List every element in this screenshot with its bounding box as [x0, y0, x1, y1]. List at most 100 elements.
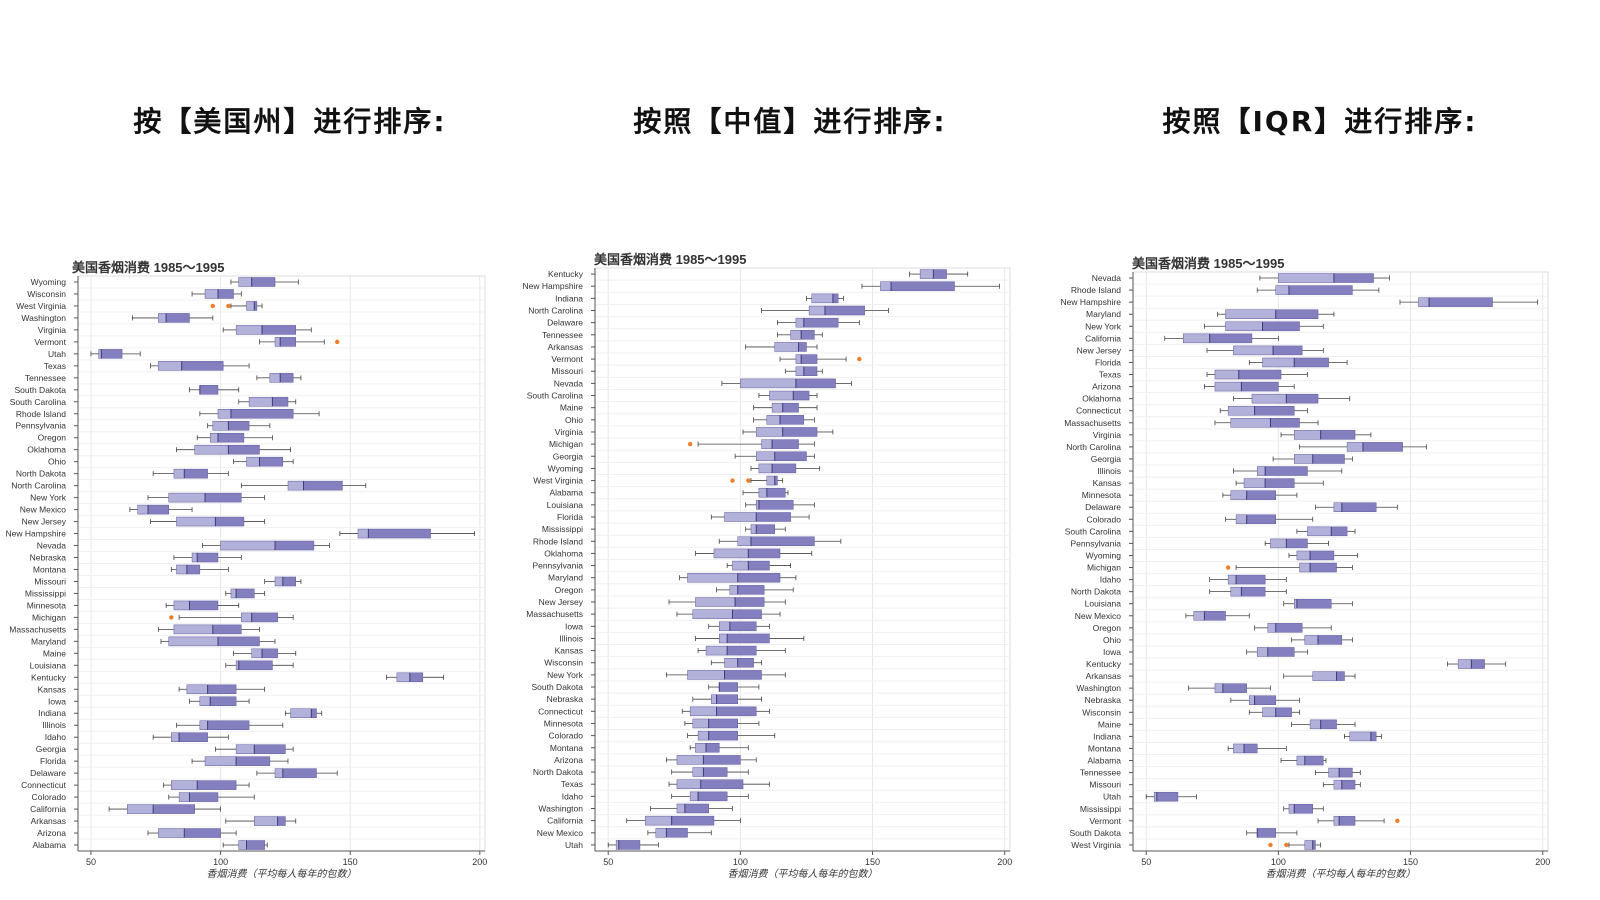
- box-lower-half: [1278, 273, 1335, 283]
- x-tick-label: 100: [1271, 857, 1286, 867]
- y-tick-label: West Virginia: [16, 301, 66, 311]
- box-upper-half: [1272, 345, 1303, 356]
- y-tick-label: Arizona: [37, 828, 66, 838]
- y-tick-label: Alabama: [1087, 756, 1121, 766]
- y-tick-label: Tennessee: [542, 330, 583, 340]
- y-tick-label: Wyoming: [31, 277, 67, 287]
- box-lower-half: [1333, 816, 1340, 826]
- box-lower-half: [1288, 804, 1295, 814]
- y-tick-label: Iowa: [1103, 647, 1121, 657]
- box-upper-half: [1309, 562, 1337, 573]
- box-lower-half: [1304, 635, 1319, 645]
- y-tick-label: New Hampshire: [1061, 297, 1122, 307]
- y-tick-label: Wyoming: [1086, 550, 1122, 560]
- y-tick-label: Wisconsin: [27, 289, 66, 299]
- y-tick-label: New Jersey: [1077, 345, 1122, 355]
- x-tick-label: 100: [213, 857, 228, 867]
- y-tick-label: Montana: [550, 743, 583, 753]
- y-tick-label: Wisconsin: [1082, 707, 1121, 717]
- box-upper-half: [1293, 804, 1313, 814]
- box-upper-half: [1262, 321, 1300, 332]
- box-lower-half: [1182, 333, 1210, 344]
- box-upper-half: [1275, 623, 1303, 633]
- box-upper-half: [1243, 743, 1258, 754]
- y-tick-label: Oklahoma: [544, 548, 583, 558]
- y-tick-label: Georgia: [553, 451, 584, 461]
- box-lower-half: [1418, 297, 1430, 307]
- y-tick-label: Pennsylvania: [532, 561, 583, 571]
- y-tick-label: Ohio: [1103, 635, 1121, 645]
- y-tick-label: California: [1085, 333, 1121, 343]
- y-tick-label: Ohio: [48, 457, 66, 467]
- box-lower-half: [1233, 743, 1245, 754]
- outlier-point: [1395, 818, 1400, 824]
- box-upper-half: [1309, 550, 1335, 561]
- y-tick-label: Idaho: [45, 732, 67, 742]
- box-upper-half: [1471, 659, 1485, 669]
- y-tick-label: Georgia: [36, 744, 67, 754]
- y-tick-label: North Carolina: [11, 481, 66, 491]
- outlier-point: [746, 478, 751, 483]
- y-tick-label: Rhode Island: [1071, 285, 1121, 295]
- y-tick-label: Michigan: [549, 439, 583, 449]
- box-upper-half: [1330, 526, 1348, 537]
- y-tick-label: Minnesota: [1082, 490, 1121, 500]
- y-tick-label: New York: [30, 493, 67, 503]
- y-tick-label: Texas: [44, 361, 66, 371]
- y-tick-label: Mississippi: [1080, 804, 1121, 814]
- y-tick-label: Washington: [21, 313, 66, 323]
- y-tick-label: Nebraska: [1085, 695, 1122, 705]
- y-tick-label: Connecticut: [21, 780, 67, 790]
- outlier-point: [730, 478, 735, 483]
- box-lower-half: [1225, 321, 1263, 332]
- y-tick-label: Michigan: [32, 612, 66, 622]
- box-upper-half: [1288, 285, 1353, 295]
- y-tick-label: North Dakota: [1071, 587, 1121, 597]
- y-tick-label: California: [30, 804, 66, 814]
- y-tick-label: West Virginia: [533, 476, 583, 486]
- x-tick-label: 50: [86, 857, 96, 867]
- y-tick-label: Nevada: [554, 378, 584, 388]
- y-tick-label: Mississippi: [25, 588, 66, 598]
- box-upper-half: [1246, 514, 1276, 525]
- x-tick-label: 150: [1403, 857, 1418, 867]
- box-lower-half: [1214, 683, 1224, 693]
- y-tick-label: South Carolina: [10, 397, 67, 407]
- y-tick-label: Texas: [1099, 370, 1121, 380]
- box-upper-half: [1209, 333, 1253, 344]
- y-tick-label: Oklahoma: [1082, 394, 1121, 404]
- y-tick-label: Virginia: [555, 427, 583, 437]
- y-tick-label: Montana: [33, 564, 66, 574]
- y-tick-label: Michigan: [1087, 563, 1121, 573]
- y-tick-label: Maryland: [31, 636, 66, 646]
- box-upper-half: [1238, 369, 1282, 380]
- y-tick-label: South Carolina: [527, 391, 584, 401]
- y-tick-label: Vermont: [551, 354, 583, 364]
- y-tick-label: Indiana: [1093, 731, 1121, 741]
- box-lower-half: [1214, 369, 1239, 380]
- y-tick-label: New York: [547, 670, 584, 680]
- y-tick-label: Colorado: [32, 792, 67, 802]
- box-upper-half: [1293, 357, 1329, 368]
- box-lower-half: [1230, 418, 1271, 428]
- box-lower-half: [1235, 514, 1247, 525]
- y-tick-label: Virginia: [1093, 430, 1121, 440]
- box-lower-half: [1312, 671, 1337, 681]
- chart-title: 美国香烟消费 1985～1995: [1132, 256, 1284, 271]
- y-tick-label: Arkansas: [31, 816, 66, 826]
- box-upper-half: [1267, 647, 1295, 657]
- y-tick-label: Rhode Island: [533, 536, 583, 546]
- y-tick-label: New Hampshire: [6, 529, 67, 539]
- y-tick-label: Delaware: [547, 318, 583, 328]
- box-upper-half: [1275, 707, 1292, 718]
- y-tick-label: New Hampshire: [523, 281, 584, 291]
- box-upper-half: [1320, 719, 1337, 730]
- y-tick-label: Nevada: [37, 541, 67, 551]
- outlier-point: [687, 441, 693, 447]
- box-lower-half: [1262, 357, 1295, 368]
- y-tick-label: Missouri: [551, 366, 583, 376]
- y-tick-label: New Mexico: [537, 828, 584, 838]
- y-tick-label: Kansas: [555, 646, 583, 656]
- box-lower-half: [1333, 502, 1343, 512]
- box-upper-half: [1241, 381, 1279, 392]
